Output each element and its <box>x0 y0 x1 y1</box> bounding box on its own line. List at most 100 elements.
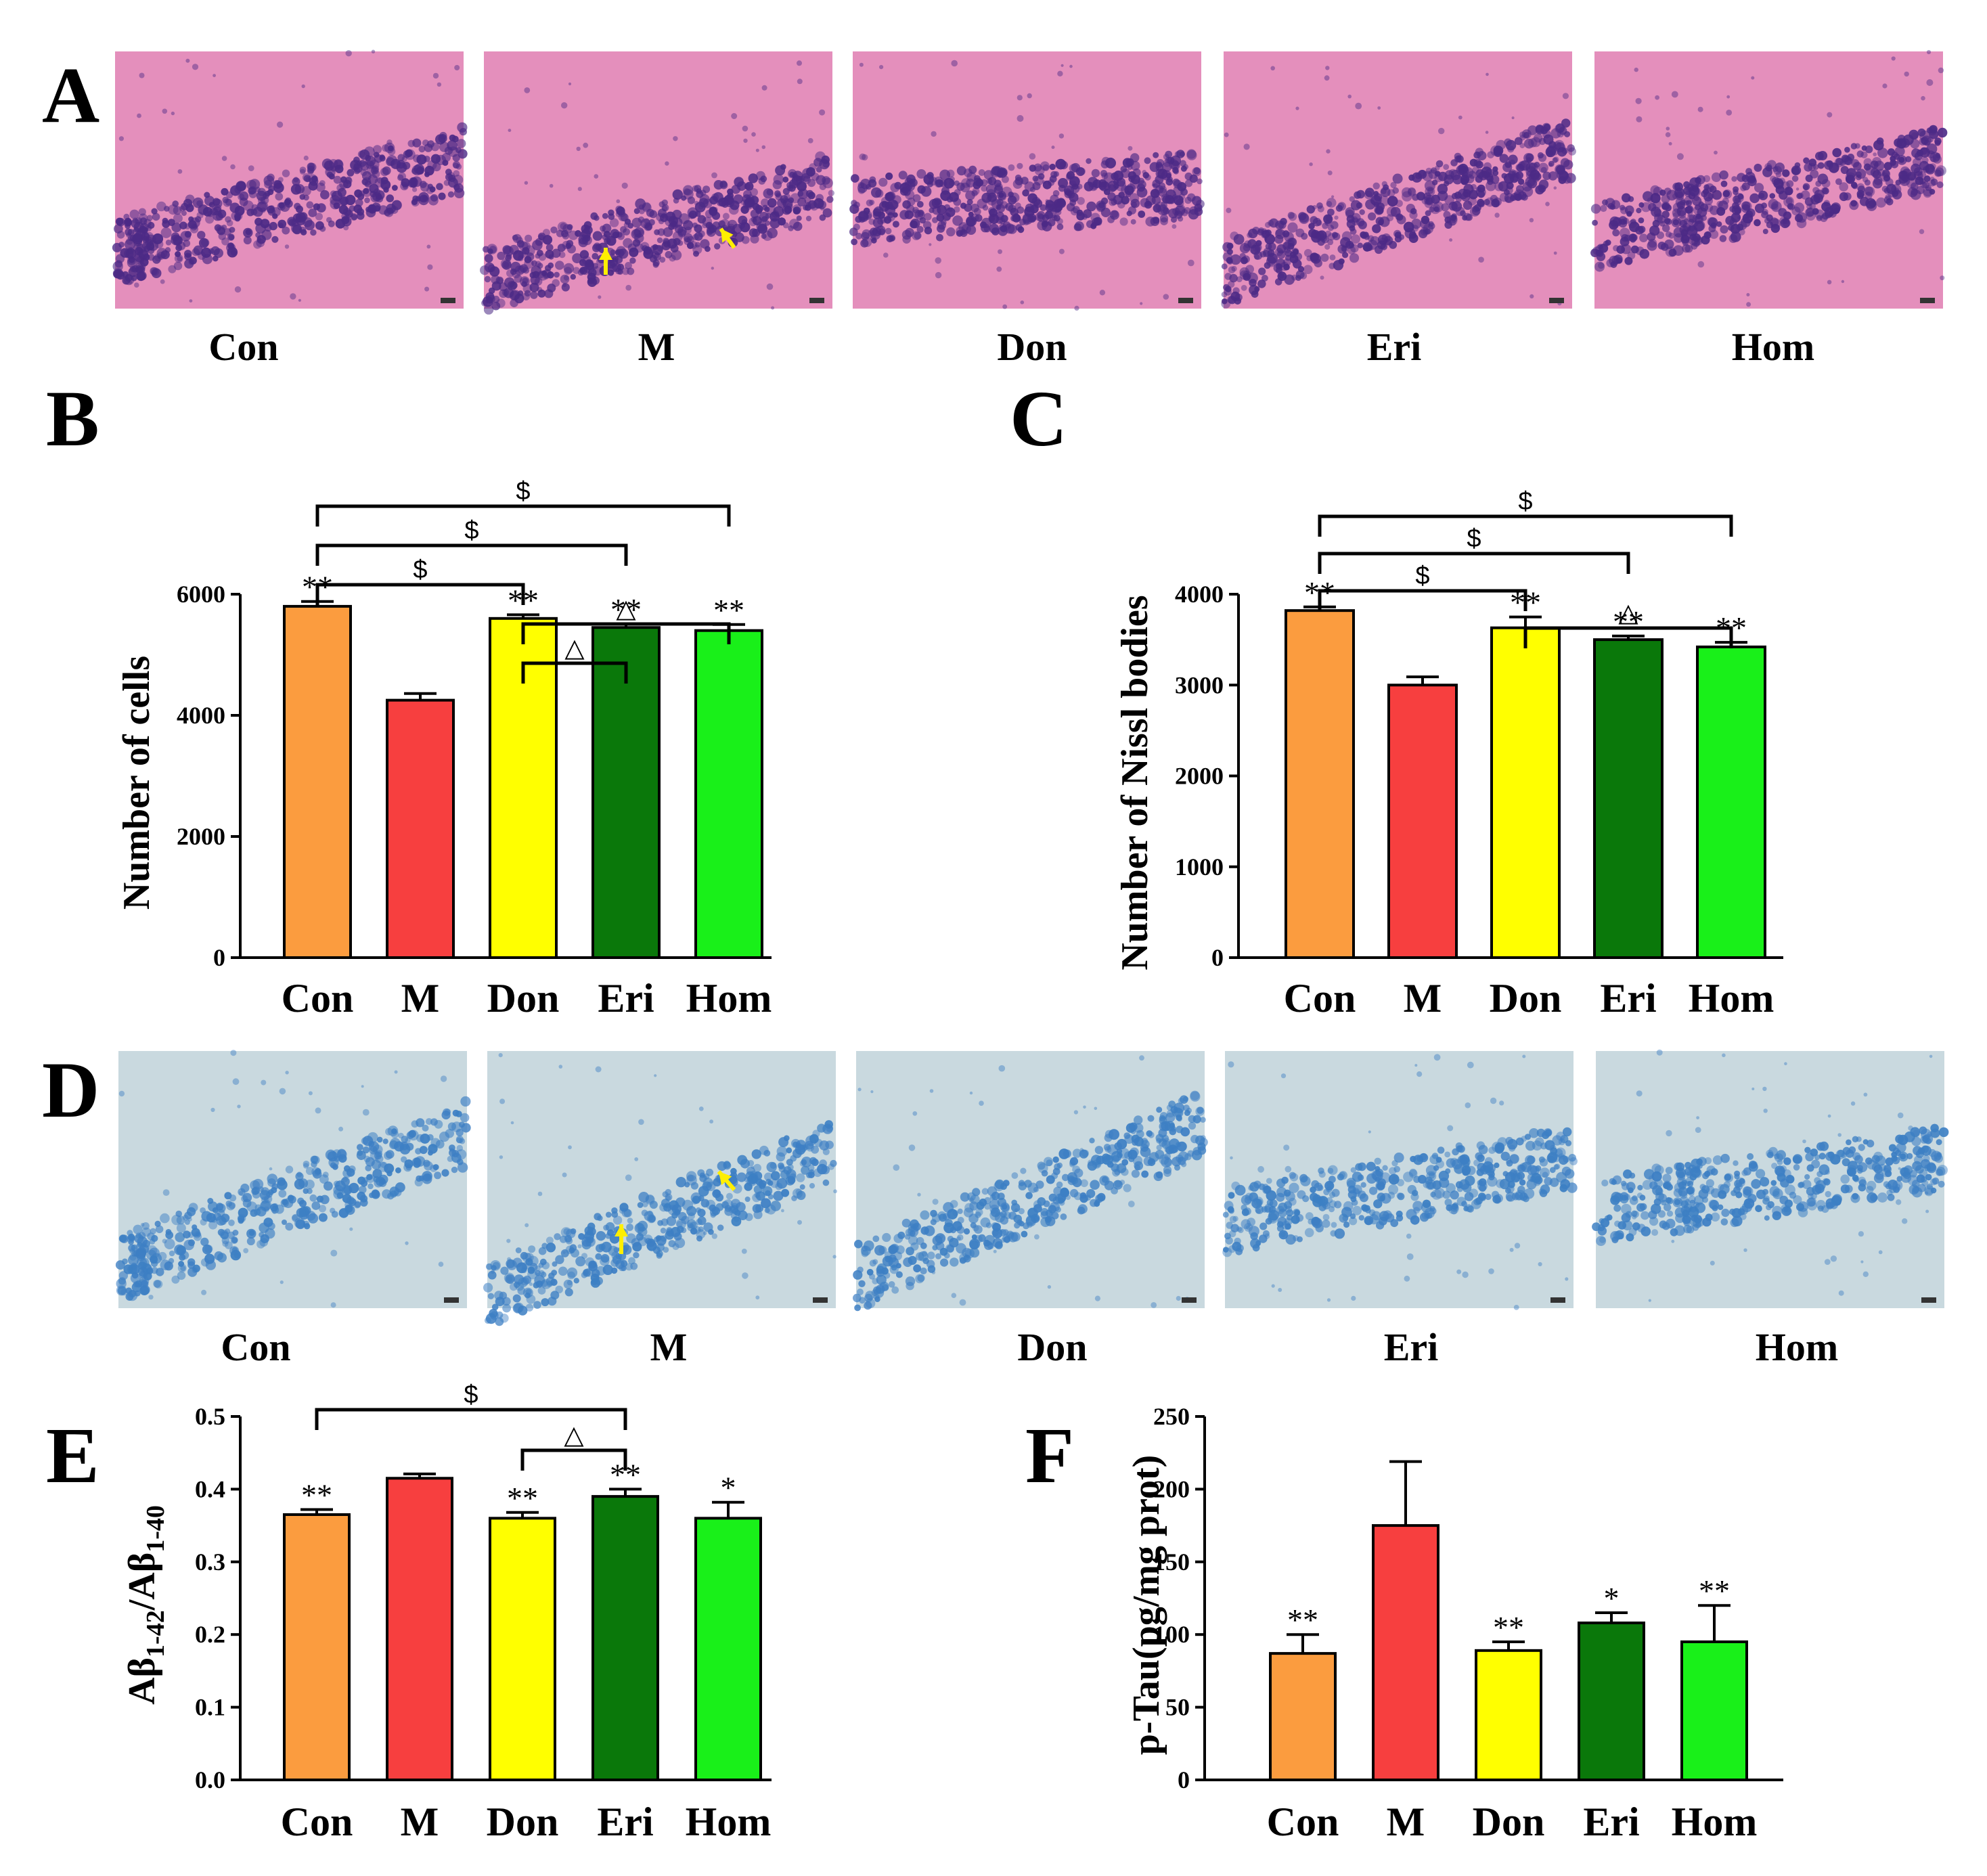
nissl-scale-bar <box>1550 1297 1565 1303</box>
he-scattered-cell <box>561 102 568 109</box>
he-scattered-cell <box>1714 150 1718 155</box>
nissl-cell <box>419 1146 428 1155</box>
he-cell <box>792 221 803 231</box>
nissl-cell <box>1148 1132 1155 1138</box>
nissl-scattered-cell <box>1447 1125 1454 1132</box>
nissl-cell <box>385 1150 395 1159</box>
he-cell <box>1471 183 1477 190</box>
he-cell <box>1287 212 1295 219</box>
nissl-cell <box>1540 1184 1550 1194</box>
he-cell <box>522 247 530 255</box>
he-cell <box>1017 206 1025 214</box>
nissl-cell <box>1523 1188 1535 1199</box>
he-cell <box>363 187 370 194</box>
he-cell <box>1008 164 1015 171</box>
he-cell <box>1034 165 1045 176</box>
he-cell-layer <box>1221 118 1576 309</box>
he-cell <box>683 185 694 196</box>
he-cell <box>1782 219 1791 227</box>
he-cell <box>1317 205 1324 213</box>
he-cell <box>1153 152 1159 158</box>
he-cell <box>1425 210 1431 217</box>
he-cell <box>254 186 261 192</box>
nissl-cell <box>451 1121 462 1132</box>
he-cell <box>949 176 955 183</box>
he-cell <box>350 213 358 221</box>
he-scattered-cell <box>1435 165 1440 171</box>
he-scattered-cell <box>1486 72 1489 76</box>
he-cell <box>338 204 349 215</box>
he-cell <box>1228 280 1235 288</box>
arrow-icon <box>599 248 612 275</box>
nissl-cell <box>1329 1176 1336 1184</box>
nissl-cell <box>1323 1188 1330 1196</box>
he-cell <box>193 245 204 255</box>
he-scattered-cell <box>1562 93 1569 99</box>
he-scattered-cell <box>859 62 864 67</box>
nissl-cell <box>864 1240 874 1251</box>
he-scattered-cell <box>1545 202 1550 206</box>
he-cell <box>1366 244 1373 251</box>
he-cell <box>1273 263 1282 273</box>
he-scattered-cell <box>616 199 621 204</box>
nissl-cell <box>641 1209 648 1216</box>
he-scattered-cell <box>1841 280 1845 284</box>
he-scattered-cell <box>713 207 718 212</box>
he-scattered-cell <box>1827 112 1833 118</box>
nissl-cell <box>1450 1190 1459 1200</box>
nissl-scattered-cell <box>1406 1253 1414 1260</box>
he-scattered-cell <box>137 113 141 118</box>
nissl-cell <box>897 1231 906 1239</box>
he-cell <box>1812 208 1819 215</box>
nissl-cell <box>1117 1138 1128 1150</box>
nissl-cell <box>1250 1232 1258 1241</box>
he-cell <box>175 251 181 257</box>
nissl-scattered-cell <box>162 1189 170 1196</box>
he-cell <box>1069 176 1080 187</box>
nissl-cell <box>1433 1165 1439 1171</box>
nissl-scattered-cell <box>833 1189 837 1194</box>
nissl-cell <box>357 1150 363 1157</box>
he-cell <box>1186 149 1197 159</box>
he-cell <box>1119 217 1128 226</box>
he-scattered-cell <box>1264 238 1268 241</box>
he-cell <box>1125 158 1134 167</box>
he-scattered-cell <box>1234 298 1241 305</box>
he-cell <box>1303 249 1312 257</box>
he-cell <box>1069 199 1077 206</box>
nissl-cell <box>1410 1215 1420 1225</box>
nissl-micrograph-eri: Eri <box>1222 1051 1578 1369</box>
he-scattered-cell <box>1485 131 1489 134</box>
he-cell <box>1542 129 1551 139</box>
nissl-scattered-cell <box>1499 1100 1504 1106</box>
nissl-cell <box>1339 1213 1348 1223</box>
he-cell <box>608 209 615 216</box>
he-scattered-cell <box>1697 261 1705 268</box>
nissl-cell <box>428 1150 433 1156</box>
nissl-scattered-cell <box>1128 1201 1135 1207</box>
nissl-cell <box>881 1284 889 1291</box>
nissl-cell <box>1052 1156 1059 1163</box>
nissl-scattered-cell <box>998 1065 1006 1072</box>
he-cell <box>1863 158 1873 167</box>
he-cell <box>531 260 537 267</box>
he-cell <box>665 250 673 259</box>
he-cell <box>133 227 139 233</box>
he-cell <box>1490 175 1500 184</box>
nissl-cell <box>1377 1182 1385 1190</box>
he-scattered-cell <box>134 282 139 288</box>
he-cell <box>403 150 411 158</box>
he-cell <box>1100 170 1108 177</box>
he-scattered-cell <box>158 254 162 259</box>
he-cell <box>673 198 679 204</box>
nissl-cell <box>1331 1222 1337 1228</box>
nissl-cell <box>1360 1182 1366 1188</box>
nissl-cell <box>1000 1202 1010 1212</box>
he-cell <box>330 190 337 197</box>
he-cell <box>640 242 650 251</box>
he-cell <box>1012 214 1021 223</box>
he-cell <box>649 210 658 219</box>
nissl-scattered-cell <box>979 1100 984 1106</box>
he-scattered-cell <box>277 177 284 183</box>
he-cell <box>782 176 789 183</box>
